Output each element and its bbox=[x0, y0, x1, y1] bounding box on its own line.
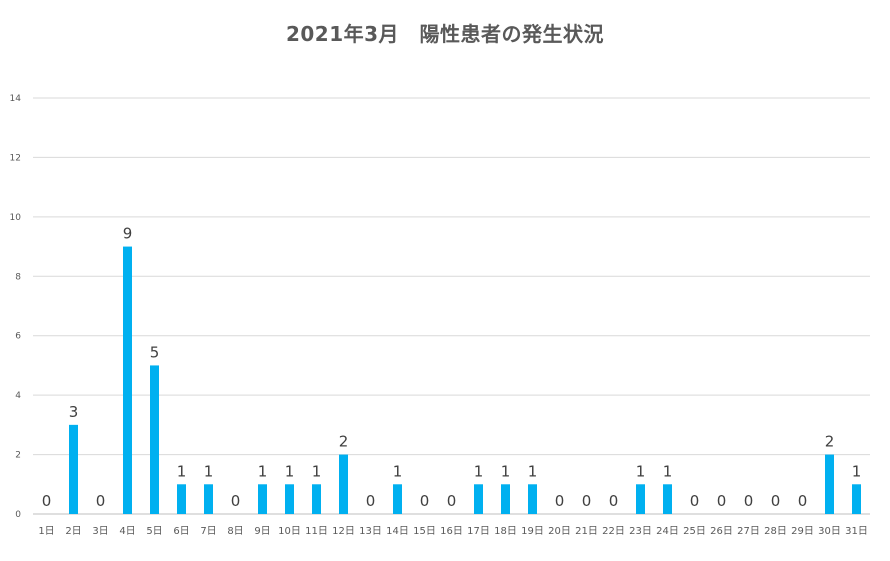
data-label: 1 bbox=[393, 462, 403, 480]
x-tick-label: 24日 bbox=[656, 526, 679, 537]
x-tick-label: 22日 bbox=[602, 526, 625, 537]
y-tick-label: 8 bbox=[15, 272, 21, 282]
y-tick-label: 4 bbox=[15, 391, 21, 401]
x-tick-label: 11日 bbox=[305, 526, 328, 537]
bar bbox=[474, 484, 483, 514]
data-label: 1 bbox=[285, 462, 295, 480]
x-tick-label: 6日 bbox=[173, 526, 189, 537]
gridlines bbox=[33, 97, 870, 515]
y-tick-label: 14 bbox=[10, 94, 22, 104]
data-label: 2 bbox=[339, 433, 349, 451]
data-label: 0 bbox=[96, 492, 106, 510]
bar bbox=[528, 484, 537, 514]
data-label: 0 bbox=[420, 492, 430, 510]
data-label: 0 bbox=[771, 492, 781, 510]
data-label: 1 bbox=[204, 462, 214, 480]
data-label: 3 bbox=[69, 403, 79, 421]
data-label: 1 bbox=[312, 462, 322, 480]
data-label: 1 bbox=[501, 462, 511, 480]
x-tick-label: 21日 bbox=[575, 526, 598, 537]
bar bbox=[636, 484, 645, 514]
x-tick-label: 18日 bbox=[494, 526, 517, 537]
x-tick-label: 20日 bbox=[548, 526, 571, 537]
x-tick-label: 3日 bbox=[92, 526, 108, 537]
bar bbox=[204, 484, 213, 514]
data-label: 1 bbox=[177, 462, 187, 480]
bar bbox=[69, 424, 78, 514]
bar bbox=[258, 484, 267, 514]
data-label: 0 bbox=[555, 492, 565, 510]
data-label: 1 bbox=[663, 462, 673, 480]
y-tick-label: 10 bbox=[10, 213, 22, 223]
data-label: 0 bbox=[609, 492, 619, 510]
y-tick-label: 6 bbox=[15, 332, 21, 342]
bar bbox=[852, 484, 861, 514]
bar bbox=[339, 454, 348, 514]
data-label: 0 bbox=[717, 492, 727, 510]
x-tick-label: 4日 bbox=[119, 526, 135, 537]
x-tick-label: 9日 bbox=[254, 526, 270, 537]
data-label: 9 bbox=[123, 225, 133, 243]
x-tick-label: 31日 bbox=[845, 526, 868, 537]
data-label: 1 bbox=[258, 462, 268, 480]
x-tick-label: 29日 bbox=[791, 526, 814, 537]
data-label: 0 bbox=[42, 492, 52, 510]
bar bbox=[663, 484, 672, 514]
x-tick-label: 7日 bbox=[200, 526, 216, 537]
x-tick-label: 10日 bbox=[278, 526, 301, 537]
x-tick-label: 15日 bbox=[413, 526, 436, 537]
x-tick-label: 28日 bbox=[764, 526, 787, 537]
bar bbox=[393, 484, 402, 514]
y-axis-ticks: 0 2 4 6 8 10 12 14 bbox=[10, 94, 22, 520]
x-tick-label: 5日 bbox=[146, 526, 162, 537]
data-label: 1 bbox=[852, 462, 862, 480]
data-label: 0 bbox=[744, 492, 754, 510]
data-label: 0 bbox=[366, 492, 376, 510]
x-tick-label: 16日 bbox=[440, 526, 463, 537]
x-tick-label: 17日 bbox=[467, 526, 490, 537]
x-tick-label: 1日 bbox=[38, 526, 54, 537]
data-label: 0 bbox=[231, 492, 241, 510]
x-tick-label: 23日 bbox=[629, 526, 652, 537]
bar bbox=[177, 484, 186, 514]
x-tick-label: 25日 bbox=[683, 526, 706, 537]
bar bbox=[150, 365, 159, 514]
y-tick-label: 12 bbox=[10, 153, 21, 163]
x-tick-label: 30日 bbox=[818, 526, 841, 537]
data-label: 5 bbox=[150, 343, 160, 361]
x-tick-label: 14日 bbox=[386, 526, 409, 537]
bars bbox=[69, 246, 861, 515]
x-tick-label: 13日 bbox=[359, 526, 382, 537]
data-label: 0 bbox=[798, 492, 808, 510]
x-tick-label: 26日 bbox=[710, 526, 733, 537]
bar bbox=[312, 484, 321, 514]
bar bbox=[285, 484, 294, 514]
data-label: 1 bbox=[528, 462, 538, 480]
x-tick-label: 12日 bbox=[332, 526, 355, 537]
bar bbox=[123, 246, 132, 515]
data-label: 0 bbox=[582, 492, 592, 510]
x-axis-ticks: 1日 2日 3日 4日 5日 6日 7日 8日 9日 10日 11日 12日 13日 14日 15日 16日 1… bbox=[38, 526, 868, 537]
data-label: 1 bbox=[636, 462, 646, 480]
x-tick-label: 19日 bbox=[521, 526, 544, 537]
x-tick-label: 27日 bbox=[737, 526, 760, 537]
data-label: 1 bbox=[474, 462, 484, 480]
data-label: 0 bbox=[447, 492, 457, 510]
data-label: 2 bbox=[825, 433, 835, 451]
x-tick-label: 2日 bbox=[65, 526, 81, 537]
chart-title: 2021年3月 陽性患者の発生状況 bbox=[285, 22, 605, 46]
x-tick-label: 8日 bbox=[227, 526, 243, 537]
data-label: 0 bbox=[690, 492, 700, 510]
y-tick-label: 2 bbox=[15, 451, 21, 461]
bar bbox=[825, 454, 834, 514]
y-tick-label: 0 bbox=[15, 510, 21, 520]
bar bbox=[501, 484, 510, 514]
